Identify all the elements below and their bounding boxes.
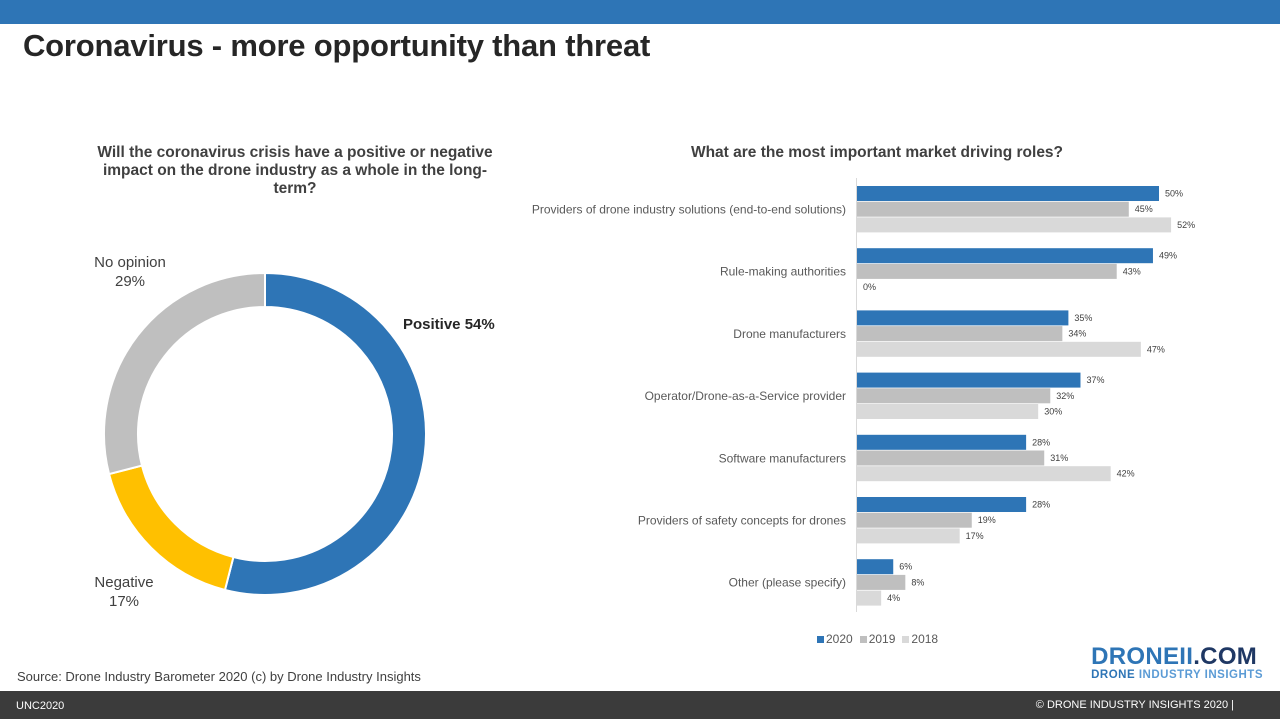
- category-label: Operator/Drone-as-a-Service provider: [645, 389, 846, 403]
- bar-value-label: 28%: [1032, 500, 1050, 510]
- bar-2018: [857, 528, 960, 544]
- bar-2020: [857, 372, 1081, 388]
- category-label: Drone manufacturers: [733, 327, 846, 341]
- bar-2019: [857, 201, 1129, 217]
- logo-tagline: DRONE INDUSTRY INSIGHTS: [1091, 669, 1263, 681]
- legend-item-2018: 2018: [902, 632, 938, 646]
- footer-code: UNC2020: [16, 700, 65, 712]
- logo-wordmark: DRONEII.COM: [1091, 643, 1258, 670]
- bar-2020: [857, 434, 1027, 450]
- bar-value-label: 52%: [1177, 220, 1195, 230]
- bar-value-label: 49%: [1159, 251, 1177, 261]
- bar-value-label: 19%: [978, 515, 996, 525]
- donut-label-no-opinion-value: 29%: [115, 273, 145, 290]
- category-label: Providers of safety concepts for drones: [638, 514, 846, 528]
- bar-value-label: 50%: [1165, 189, 1183, 199]
- bar-2020: [857, 310, 1069, 326]
- bar-2019: [857, 450, 1045, 466]
- legend-item-2019: 2019: [859, 632, 896, 646]
- bar-value-label: 4%: [887, 593, 900, 603]
- bar-2020: [857, 497, 1027, 512]
- legend-label: 2020: [826, 632, 853, 646]
- bar-chart-title: What are the most important market drivi…: [690, 144, 1064, 161]
- droneii-logo: DRONEII.COM DRONE INDUSTRY INSIGHTS: [1091, 643, 1263, 682]
- bar-value-label: 43%: [1123, 266, 1141, 276]
- page-title: Coronavirus - more opportunity than thre…: [23, 28, 651, 63]
- legend-swatch: [902, 635, 910, 643]
- category-label: Providers of drone industry solutions (e…: [532, 203, 846, 217]
- bar-value-label: 31%: [1050, 453, 1068, 463]
- donut-slice-no-opinion: [103, 271, 266, 476]
- category-label: Rule-making authorities: [720, 265, 846, 279]
- category-label: Software manufacturers: [719, 451, 846, 465]
- bar-2018: [857, 341, 1141, 357]
- top-band: [0, 0, 1280, 24]
- bar-value-label: 47%: [1147, 344, 1165, 354]
- bar-value-label: 8%: [911, 577, 924, 587]
- legend-label: 2018: [911, 632, 939, 646]
- legend-swatch: [817, 635, 824, 643]
- bar-2018: [857, 466, 1111, 482]
- bar-2019: [857, 574, 906, 590]
- footer-bar: UNC2020 © DRONE INDUSTRY INSIGHTS 2020 |: [0, 691, 1280, 719]
- bar-value-label: 42%: [1117, 469, 1135, 479]
- bar-2020: [857, 248, 1153, 264]
- bar-value-label: 17%: [966, 531, 984, 541]
- bar-2020: [857, 559, 894, 575]
- bar-value-label: 6%: [899, 562, 912, 572]
- bar-value-label: 32%: [1056, 391, 1074, 401]
- bar-2018: [857, 590, 882, 606]
- donut-label-negative-name: Negative: [94, 574, 153, 591]
- bar-value-label: 0%: [863, 282, 876, 292]
- footer-copyright: © DRONE INDUSTRY INSIGHTS 2020 |: [1035, 699, 1234, 711]
- donut-label-no-opinion-name: No opinion: [94, 254, 166, 271]
- donut-label-positive: Positive 54%: [403, 316, 495, 333]
- bar-2019: [857, 263, 1117, 279]
- legend-label: 2019: [868, 632, 896, 646]
- bar-2020: [857, 186, 1159, 201]
- bar-value-label: 28%: [1032, 437, 1050, 447]
- legend-item-2020: 2020: [817, 632, 853, 646]
- bar-value-label: 35%: [1074, 313, 1092, 323]
- legend-swatch: [859, 635, 867, 643]
- donut-slice-positive: [223, 271, 427, 596]
- donut-label-negative-value: 17%: [109, 593, 139, 610]
- bar-2019: [857, 326, 1063, 342]
- donut-chart-title: Will the coronavirus crisis have a posit…: [97, 144, 493, 197]
- bar-value-label: 30%: [1044, 407, 1062, 417]
- bar-value-label: 37%: [1086, 375, 1104, 385]
- bar-2018: [857, 217, 1172, 233]
- source-note: Source: Drone Industry Barometer 2020 (c…: [17, 669, 421, 684]
- bar-2019: [857, 388, 1051, 404]
- bar-value-label: 34%: [1068, 329, 1086, 339]
- chart-legend: 2020 2019 2018: [817, 632, 938, 646]
- bar-2019: [857, 512, 972, 528]
- category-label: Other (please specify): [729, 576, 846, 590]
- bar-value-label: 45%: [1135, 204, 1153, 214]
- bar-2018: [857, 404, 1039, 419]
